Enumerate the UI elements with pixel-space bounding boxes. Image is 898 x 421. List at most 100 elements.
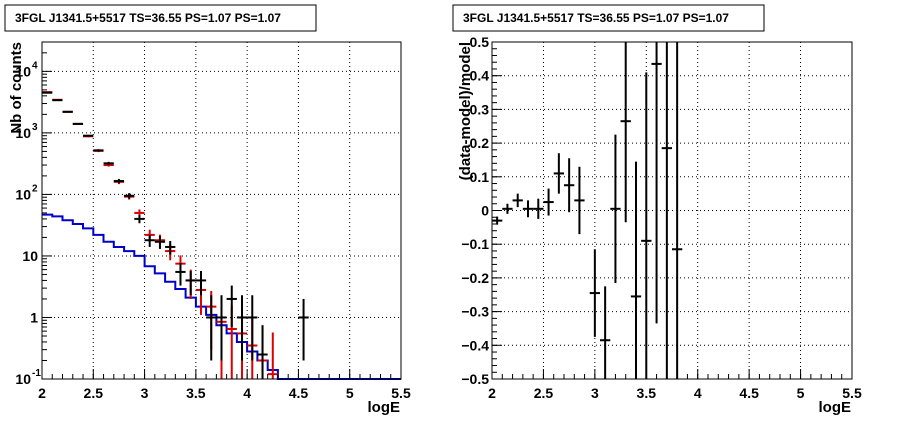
residual-x-ticks: 2 2.5 3 3.5 4 4.5 5 5.5 [488, 369, 862, 401]
residual-black-point [630, 161, 642, 379]
counts-title: 3FGL J1341.5+5517 TS=36.55 PS=1.07 PS=1.… [15, 11, 281, 25]
residual-black-point [564, 158, 575, 213]
residual-x-tick-label: 5.5 [842, 385, 862, 401]
residual-x-tick-label: 5 [797, 385, 805, 401]
counts-x-tick-label: 2 [38, 385, 46, 401]
counts-black-point [216, 295, 227, 361]
residual-black-point [502, 203, 513, 214]
counts-black-point [298, 298, 309, 361]
counts-y-tick-exponent: 3 [32, 122, 38, 133]
counts-x-tick-label: 4 [243, 385, 251, 401]
residual-black-point [589, 249, 600, 337]
counts-y-tick-label: 10 [22, 248, 38, 264]
counts-black-point [247, 295, 258, 361]
counts-y-tick-label: 1 [30, 309, 38, 325]
residual-x-tick-label: 4 [694, 385, 702, 401]
residual-y-tick-label: 0.4 [470, 68, 490, 84]
counts-x-tick-label: 3.5 [186, 385, 206, 401]
residual-title-box [452, 4, 765, 32]
counts-black-point [185, 270, 196, 296]
counts-y-tick-label: 10 [15, 371, 31, 387]
counts-black-point [226, 285, 237, 328]
counts-x-tick-label: 5 [346, 385, 354, 401]
counts-x-tick-label: 3 [141, 385, 149, 401]
residual-black-point [522, 200, 534, 218]
residual-x-tick-label: 4.5 [739, 385, 759, 401]
counts-black-point [62, 110, 73, 113]
counts-black-point [134, 215, 145, 224]
counts-y-axis-label: Nb of counts [8, 42, 25, 134]
residual-black-point [641, 72, 652, 379]
residual-title: 3FGL J1341.5+5517 TS=36.55 PS=1.07 PS=1.… [463, 11, 729, 25]
counts-black-point [72, 122, 84, 125]
counts-y-tick-exponent: 2 [32, 183, 38, 194]
residual-y-tick-label: −0.1 [461, 236, 489, 252]
counts-black-point [257, 325, 268, 379]
counts-x-tick-label: 5.5 [391, 385, 411, 401]
counts-y-tick-exponent: -1 [32, 368, 41, 379]
residual-black-point [574, 166, 585, 235]
residual-black-point [620, 42, 631, 223]
counts-y-tick-exponent: 4 [32, 60, 38, 71]
residual-y-tick-label: 0.5 [470, 34, 490, 50]
counts-black-point [175, 262, 186, 286]
counts-y-tick-label: 10 [15, 186, 31, 202]
counts-black-point [144, 234, 155, 247]
counts-x-tick-label: 2.5 [84, 385, 104, 401]
counts-y-tick-label: 10 [15, 125, 31, 141]
residual-panel: 3FGL J1341.5+5517 TS=36.55 PS=1.07 PS=1.… [452, 4, 862, 416]
counts-black-series [42, 91, 309, 379]
counts-black-point [42, 91, 53, 94]
residual-black-point [610, 134, 621, 283]
residual-black-series [492, 42, 683, 379]
residual-y-ticks: −0.5 −0.4 −0.3 −0.2 −0.1 0 0.1 0.2 0.3 0.4 0.5 [461, 34, 502, 387]
counts-black-point [113, 179, 125, 184]
counts-black-point [103, 161, 114, 165]
counts-blue-step [42, 213, 401, 380]
residual-y-tick-label: −0.5 [461, 371, 489, 387]
counts-y-tick-label: 10 [15, 63, 31, 79]
residual-y-axis-label: (data-model)/model [457, 42, 474, 180]
counts-red-point [267, 332, 278, 379]
residual-y-tick-label: −0.4 [461, 337, 489, 353]
counts-black-point [83, 134, 94, 137]
residual-black-point [553, 153, 564, 194]
residual-grid [492, 42, 852, 379]
residual-black-point [492, 216, 503, 225]
residual-y-tick-label: 0 [481, 203, 489, 219]
residual-x-axis-label: logE [819, 399, 852, 416]
residual-black-point [512, 193, 523, 208]
counts-black-point [93, 149, 104, 152]
residual-black-point [543, 188, 554, 216]
residual-y-tick-label: 0.3 [470, 101, 490, 117]
residual-x-tick-label: 2 [488, 385, 496, 401]
counts-title-box [4, 4, 317, 32]
residual-x-tick-label: 3 [591, 385, 599, 401]
residual-x-tick-label: 2.5 [534, 385, 554, 401]
counts-x-ticks: 2 2.5 3 3.5 4 4.5 5 5.5 [38, 369, 411, 401]
counts-grid [42, 42, 401, 379]
counts-x-axis-label: logE [368, 399, 401, 416]
residual-y-tick-label: 0.1 [470, 169, 490, 185]
counts-panel: 3FGL J1341.5+5517 TS=36.55 PS=1.07 PS=1.… [4, 4, 411, 416]
residual-black-point [533, 198, 544, 219]
counts-black-point [165, 240, 176, 255]
residual-y-tick-label: −0.3 [461, 304, 489, 320]
residual-black-point [672, 42, 683, 379]
residual-black-point [661, 42, 672, 379]
residual-y-tick-label: 0.2 [470, 135, 490, 151]
counts-x-tick-label: 4.5 [289, 385, 309, 401]
counts-background-step [42, 213, 401, 380]
residual-x-tick-label: 3.5 [637, 385, 657, 401]
counts-plot-frame [41, 41, 402, 380]
counts-black-point [236, 295, 248, 361]
residual-black-point [651, 42, 662, 324]
residual-y-tick-label: −0.2 [461, 270, 489, 286]
counts-black-point [195, 270, 207, 296]
counts-black-point [124, 193, 135, 199]
residual-black-point [600, 286, 611, 379]
counts-black-point [206, 295, 217, 361]
counts-black-point [52, 99, 63, 102]
